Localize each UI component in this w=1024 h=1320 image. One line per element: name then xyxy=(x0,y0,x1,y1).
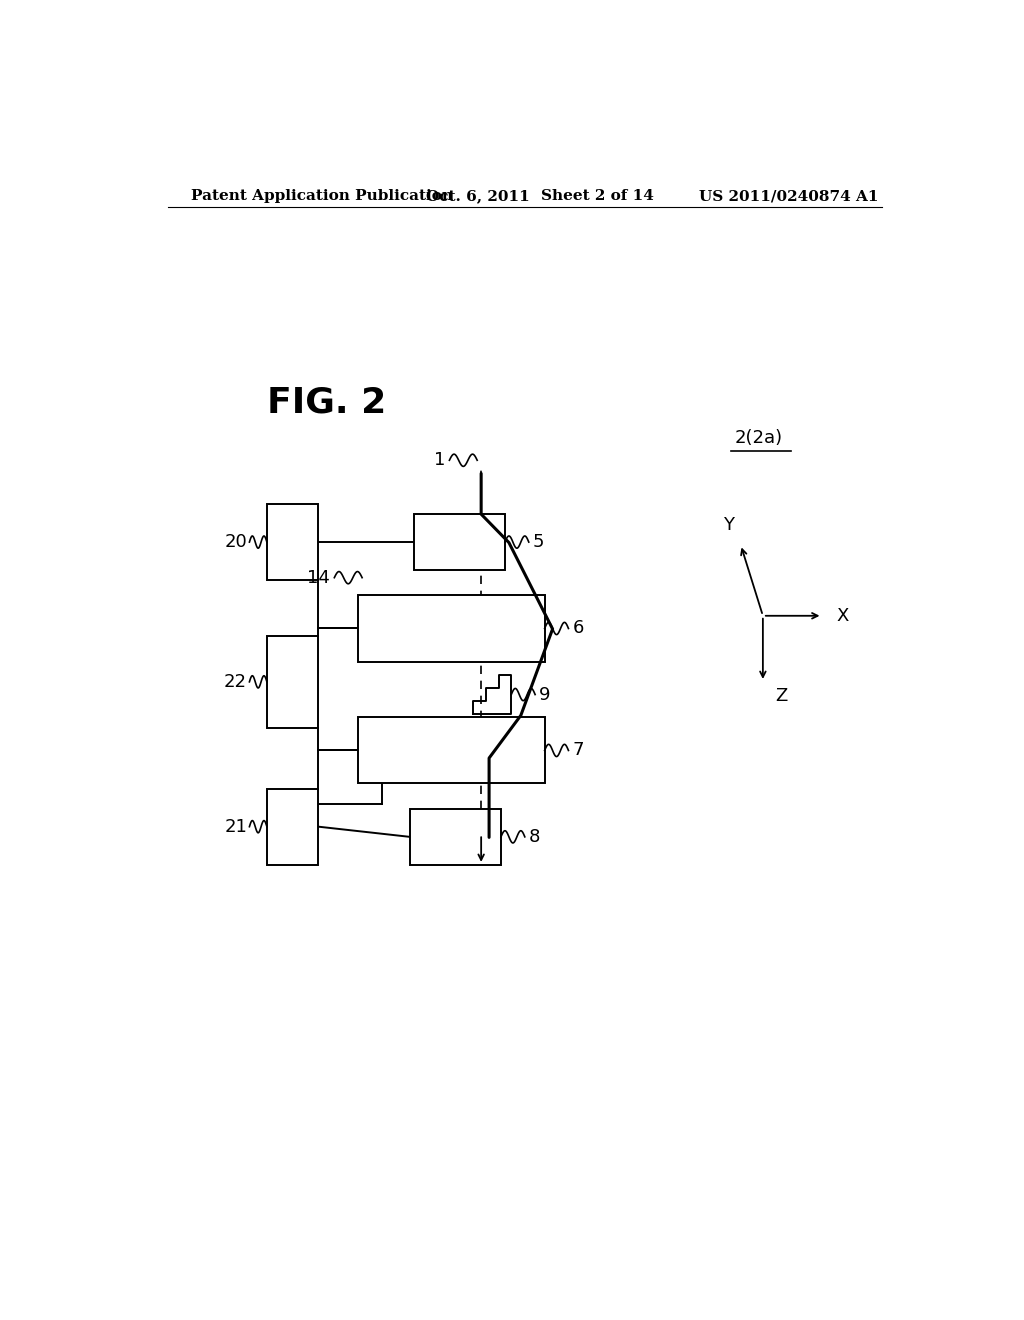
Text: Z: Z xyxy=(775,686,787,705)
Text: 2(2a): 2(2a) xyxy=(735,429,783,447)
Bar xyxy=(267,636,318,727)
Text: 9: 9 xyxy=(539,685,551,704)
Text: 20: 20 xyxy=(224,533,247,550)
Bar xyxy=(358,718,545,784)
Text: Y: Y xyxy=(723,516,734,535)
Text: 14: 14 xyxy=(307,569,331,586)
Text: FIG. 2: FIG. 2 xyxy=(267,385,386,420)
Text: X: X xyxy=(837,607,849,624)
Text: Patent Application Publication: Patent Application Publication xyxy=(191,189,454,203)
Text: US 2011/0240874 A1: US 2011/0240874 A1 xyxy=(699,189,879,203)
Text: Oct. 6, 2011: Oct. 6, 2011 xyxy=(426,189,529,203)
Text: 22: 22 xyxy=(224,673,247,690)
Text: Sheet 2 of 14: Sheet 2 of 14 xyxy=(541,189,653,203)
Bar xyxy=(358,595,545,661)
Text: 6: 6 xyxy=(572,619,584,638)
Bar xyxy=(267,788,318,865)
Bar xyxy=(414,515,505,570)
Bar xyxy=(267,504,318,581)
Text: 5: 5 xyxy=(532,533,544,550)
Bar xyxy=(410,809,501,865)
Text: 21: 21 xyxy=(224,817,247,836)
Text: 7: 7 xyxy=(572,742,584,759)
Text: 8: 8 xyxy=(528,828,540,846)
Text: 1: 1 xyxy=(434,451,445,470)
